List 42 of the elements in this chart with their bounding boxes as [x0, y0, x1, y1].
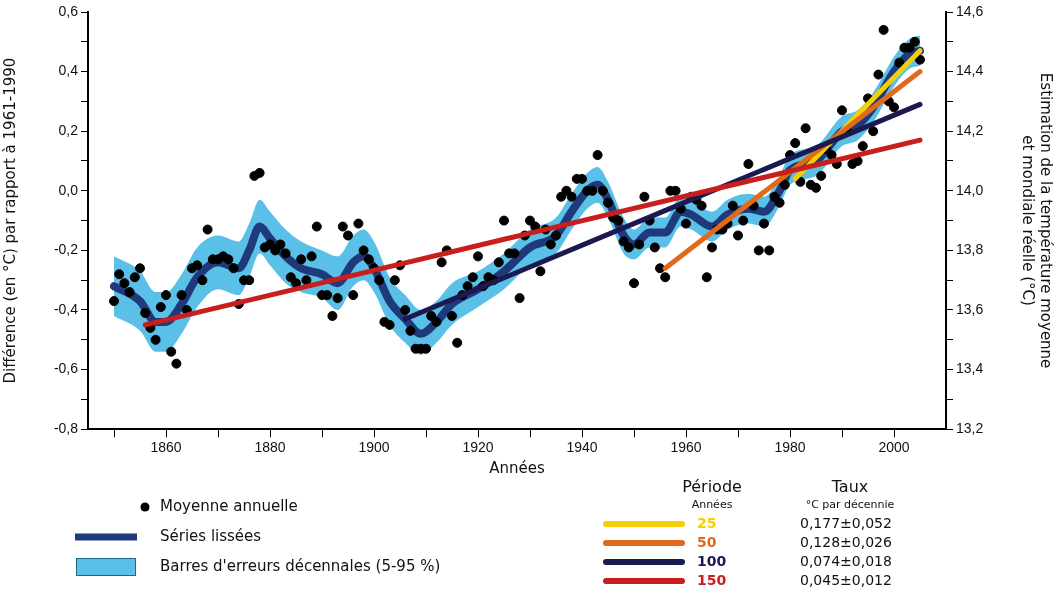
y-axis-title: Différence (en °C) par rapport à 1961-1990	[0, 57, 19, 384]
y2-tick-label: 13,8	[956, 241, 984, 258]
y2-axis-title: Estimation de la température moyenne et mondiale réelle (°C)	[1019, 72, 1056, 369]
y2-tick-label: 14,0	[956, 181, 984, 198]
x-tick-label: 1960	[670, 439, 702, 456]
y2-tick-label: 13,6	[956, 300, 984, 317]
y-tick-label: 0,6	[58, 2, 79, 19]
x-tick-label: 1860	[150, 439, 182, 456]
text: °C par décennie	[805, 497, 895, 511]
x-tick-label: 1920	[462, 439, 494, 456]
text: 0,045±0,012	[800, 571, 892, 588]
y-tick-label: -0,6	[53, 360, 79, 377]
y2-tick-label: 14,6	[956, 2, 984, 19]
y-tick-label: 0,4	[58, 62, 79, 79]
legend-label: Moyenne annuelle	[160, 496, 298, 515]
text: 0,128±0,026	[800, 533, 892, 550]
x-tick-label: 1880	[254, 439, 286, 456]
text: 25	[697, 514, 717, 531]
y2-tick-label: 14,4	[956, 62, 984, 79]
text: 0,177±0,052	[800, 514, 892, 531]
text: 150	[697, 571, 727, 588]
x-axis-title: Années	[489, 458, 545, 477]
text: Années	[691, 497, 733, 511]
text: Taux	[830, 477, 869, 497]
y2-tick-label: 13,2	[956, 420, 984, 437]
y2-tick-label: 14,2	[956, 122, 984, 139]
y-tick-label: 0,0	[58, 181, 79, 198]
text: 50	[697, 533, 717, 550]
legend-title: Période	[682, 477, 742, 497]
legend-label: Séries lissées	[160, 526, 262, 545]
x-tick-label: 1940	[566, 439, 598, 456]
text: 100	[697, 552, 727, 569]
x-tick-label: 2000	[878, 439, 910, 456]
y-tick-label: -0,2	[53, 241, 79, 258]
x-tick-label: 1900	[358, 439, 390, 456]
y2-tick-label: 13,4	[956, 360, 984, 377]
text: Barres d'erreurs décennales (5-95 %)	[160, 556, 441, 575]
y-tick-label: 0,2	[58, 122, 79, 139]
x-tick-label: 1980	[774, 439, 806, 456]
text: 0,074±0,018	[800, 552, 892, 569]
y-tick-label: -0,4	[53, 300, 79, 317]
y-tick-label: -0,8	[53, 420, 79, 437]
